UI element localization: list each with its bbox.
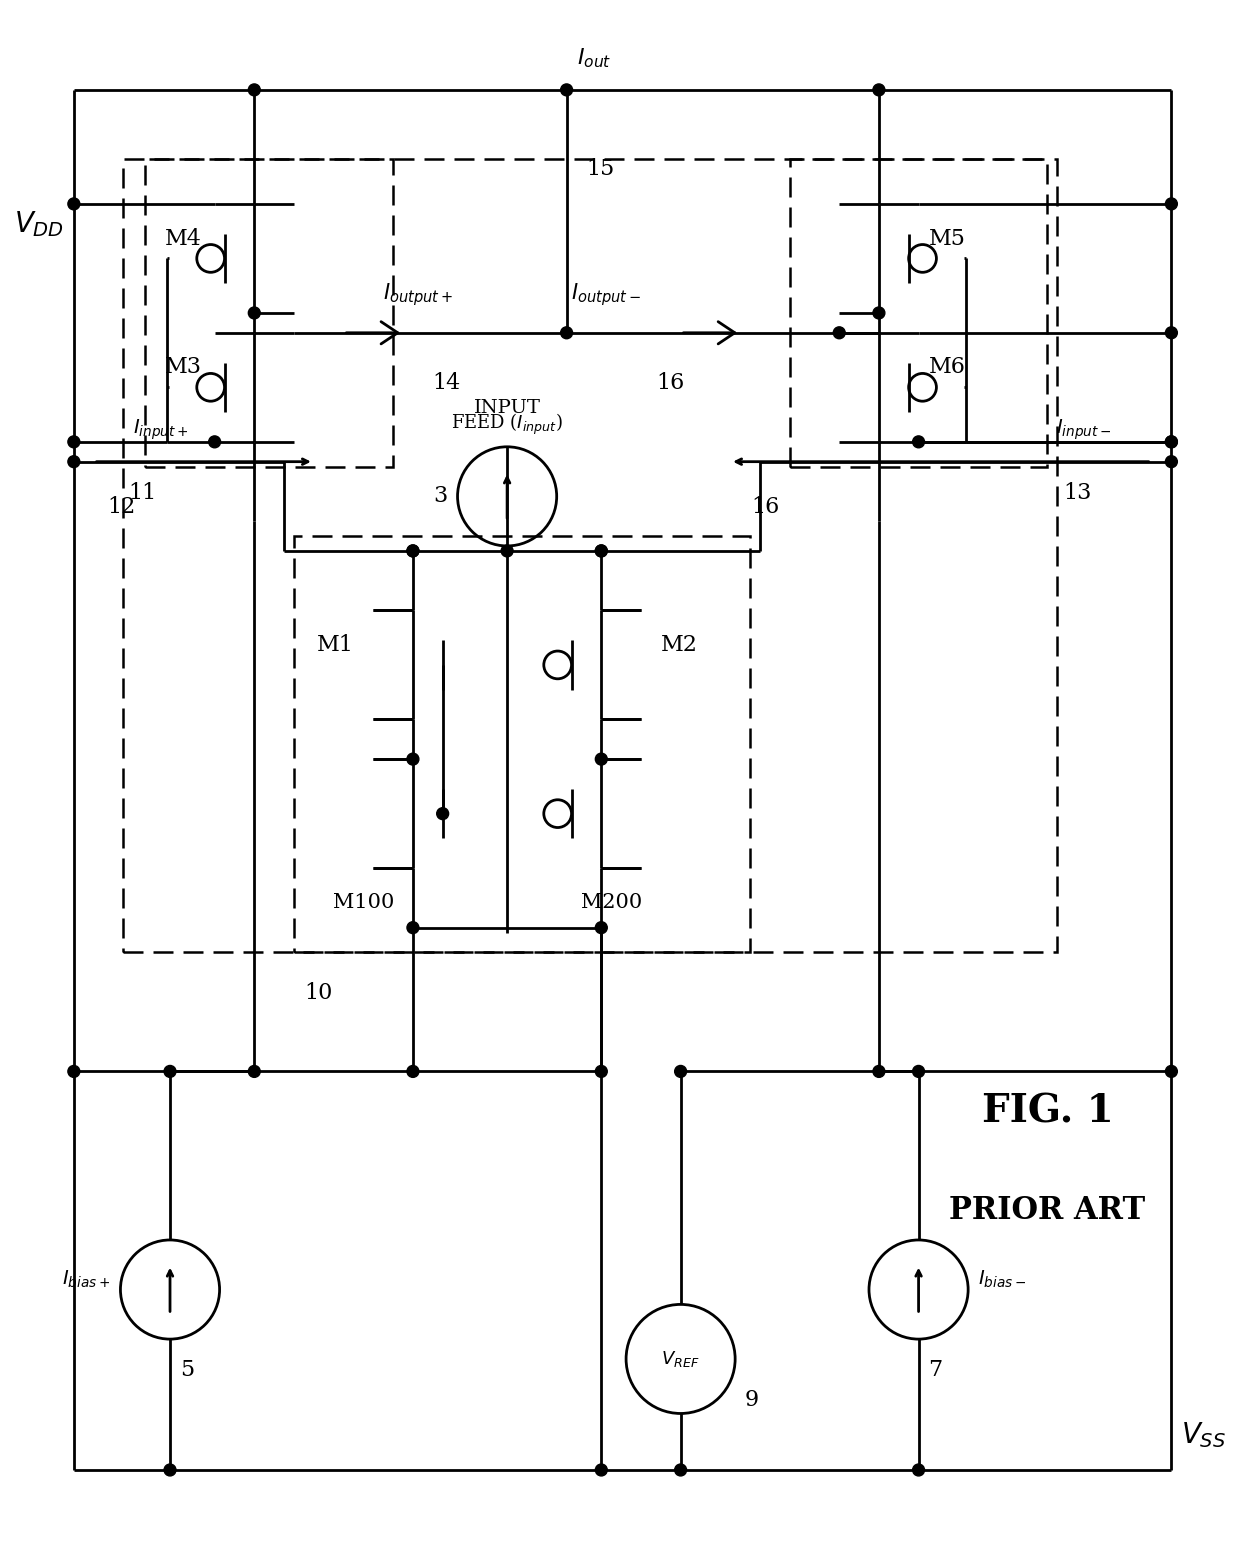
Text: M5: M5 <box>929 227 966 250</box>
Circle shape <box>595 922 608 934</box>
Text: $I_{bias+}$: $I_{bias+}$ <box>62 1269 110 1291</box>
Circle shape <box>248 307 260 320</box>
Circle shape <box>1166 435 1177 448</box>
Circle shape <box>68 455 79 468</box>
Circle shape <box>68 198 79 210</box>
Circle shape <box>595 753 608 766</box>
Circle shape <box>407 1065 419 1078</box>
Text: M4: M4 <box>165 227 202 250</box>
Text: 14: 14 <box>433 372 461 394</box>
Text: 9: 9 <box>745 1388 759 1411</box>
Text: M200: M200 <box>580 892 642 913</box>
Circle shape <box>873 1065 885 1078</box>
Circle shape <box>675 1065 687 1078</box>
Circle shape <box>407 753 419 766</box>
Circle shape <box>675 1464 687 1476</box>
Text: 7: 7 <box>929 1359 942 1380</box>
Circle shape <box>913 1065 925 1078</box>
Text: M3: M3 <box>165 357 202 378</box>
Circle shape <box>68 435 79 448</box>
Circle shape <box>595 545 608 557</box>
Text: $I_{output+}$: $I_{output+}$ <box>383 281 453 307</box>
Text: 16: 16 <box>751 496 780 519</box>
Circle shape <box>407 545 419 557</box>
Circle shape <box>833 327 846 338</box>
Circle shape <box>436 808 449 820</box>
Circle shape <box>407 922 419 934</box>
Text: INPUT: INPUT <box>474 398 541 417</box>
Circle shape <box>873 307 885 320</box>
Circle shape <box>164 1065 176 1078</box>
Circle shape <box>560 83 573 96</box>
Text: $I_{out}$: $I_{out}$ <box>577 46 611 69</box>
Text: $I_{bias-}$: $I_{bias-}$ <box>978 1269 1027 1291</box>
Text: FIG. 1: FIG. 1 <box>982 1092 1114 1130</box>
Text: 10: 10 <box>304 982 332 1004</box>
Text: M2: M2 <box>661 635 698 656</box>
Text: 11: 11 <box>129 482 156 503</box>
Circle shape <box>595 1065 608 1078</box>
Text: M1: M1 <box>316 635 353 656</box>
Text: $V_{REF}$: $V_{REF}$ <box>661 1349 699 1370</box>
Text: M6: M6 <box>929 357 966 378</box>
Circle shape <box>164 1464 176 1476</box>
Circle shape <box>208 435 221 448</box>
Circle shape <box>595 1464 608 1476</box>
Circle shape <box>68 1065 79 1078</box>
Text: FEED ($I_{input}$): FEED ($I_{input}$) <box>451 412 563 437</box>
Text: $V_{SS}$: $V_{SS}$ <box>1182 1420 1226 1450</box>
Text: 12: 12 <box>107 496 135 519</box>
Text: $I_{output-}$: $I_{output-}$ <box>570 281 641 307</box>
Circle shape <box>913 1464 925 1476</box>
Text: 15: 15 <box>587 157 615 181</box>
Text: 13: 13 <box>1064 482 1092 503</box>
Text: M100: M100 <box>332 892 394 913</box>
Circle shape <box>1166 1065 1177 1078</box>
Circle shape <box>248 83 260 96</box>
Text: $V_{DD}$: $V_{DD}$ <box>14 208 64 239</box>
Text: $I_{input-}$: $I_{input-}$ <box>1056 417 1112 442</box>
Text: $I_{input+}$: $I_{input+}$ <box>134 417 188 442</box>
Circle shape <box>595 545 608 557</box>
Circle shape <box>913 435 925 448</box>
Circle shape <box>873 83 885 96</box>
Text: 3: 3 <box>433 485 448 508</box>
Circle shape <box>1166 327 1177 338</box>
Circle shape <box>1166 198 1177 210</box>
Circle shape <box>248 1065 260 1078</box>
Circle shape <box>1166 435 1177 448</box>
Circle shape <box>560 327 573 338</box>
Text: 16: 16 <box>656 372 684 394</box>
Text: PRIOR ART: PRIOR ART <box>950 1195 1146 1226</box>
Circle shape <box>1166 455 1177 468</box>
Circle shape <box>407 545 419 557</box>
Text: 5: 5 <box>180 1359 193 1380</box>
Circle shape <box>501 545 513 557</box>
